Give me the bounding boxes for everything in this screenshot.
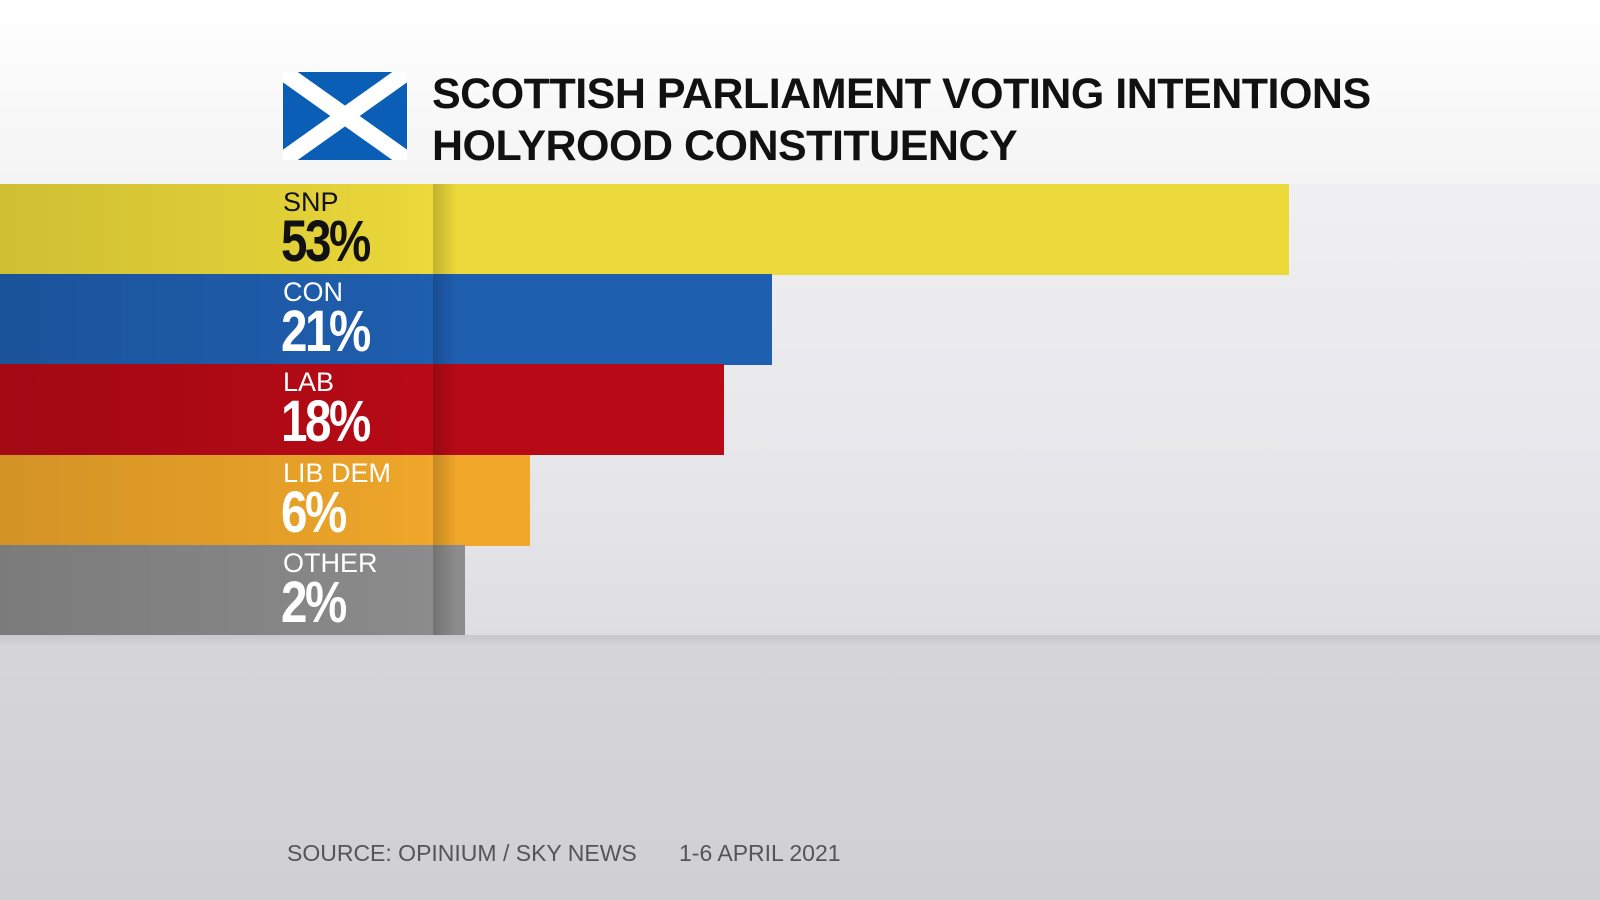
- bar-plot: SNP 53% CON 21% LAB 18% LIB DEM 6% OTHER 2%: [0, 184, 1600, 636]
- label-panel-shade: [0, 184, 433, 275]
- label-panel-shade: [0, 274, 433, 366]
- chart-title: SCOTTISH PARLIAMENT VOTING INTENTIONS: [432, 70, 1371, 118]
- value-label: 21%: [281, 299, 371, 365]
- bar-edge-shadow: [433, 274, 457, 366]
- scotland-flag-icon: [283, 72, 407, 160]
- category-label: OTHER: [283, 547, 378, 578]
- label-panel-shade: [0, 454, 433, 546]
- label-panel-shade: [0, 544, 433, 636]
- date-label: 1-6 APRIL 2021: [679, 840, 841, 866]
- source-label: SOURCE: OPINIUM / SKY NEWS: [287, 840, 637, 866]
- value-label: 6%: [281, 479, 347, 545]
- bar-edge-shadow: [433, 544, 457, 636]
- chart-title-block: SCOTTISH PARLIAMENT VOTING INTENTIONS HO…: [432, 68, 1371, 172]
- category-label: LAB: [283, 367, 335, 398]
- label-panel-shade: [0, 364, 433, 456]
- header-band: [0, 0, 1600, 184]
- category-label: CON: [283, 277, 343, 308]
- category-label: SNP: [283, 187, 339, 217]
- bar-edge-shadow: [433, 364, 457, 456]
- bar-lab: LAB 18%: [0, 364, 724, 456]
- category-label: LIB DEM: [283, 457, 392, 488]
- footer-band: [0, 635, 1600, 900]
- bar-con: CON 21%: [0, 274, 773, 366]
- value-label: 18%: [281, 389, 371, 455]
- value-label: 2%: [281, 569, 347, 635]
- value-label: 53%: [281, 209, 371, 274]
- bar-lib-dem: LIB DEM 6%: [0, 454, 530, 546]
- chart-subtitle: HOLYROOD CONSTITUENCY: [432, 122, 1018, 170]
- bar-edge-shadow: [433, 454, 457, 546]
- bar-edge-shadow: [433, 184, 457, 275]
- bar-other: OTHER 2%: [0, 544, 466, 636]
- bar-snp: SNP 53%: [0, 184, 1289, 275]
